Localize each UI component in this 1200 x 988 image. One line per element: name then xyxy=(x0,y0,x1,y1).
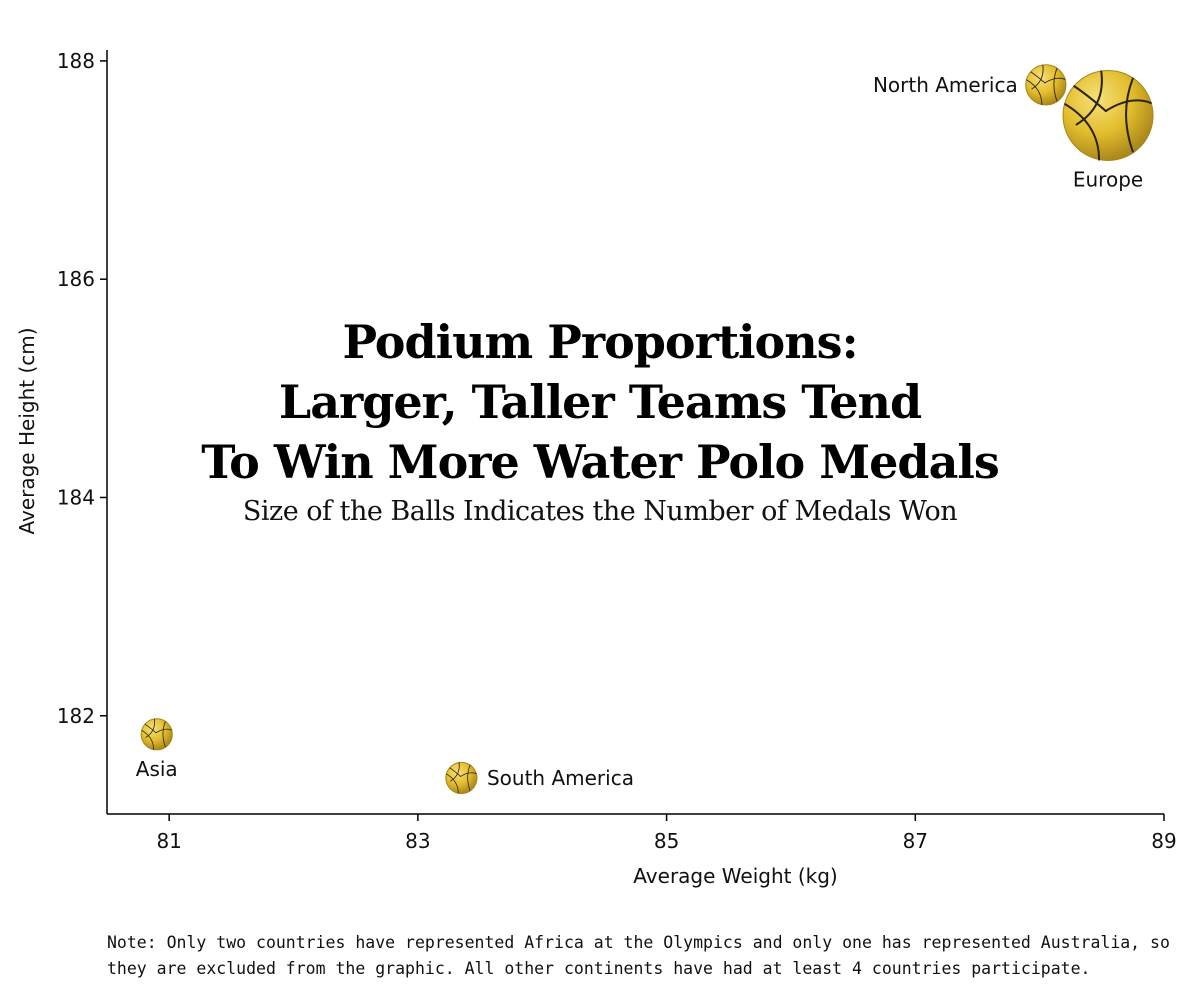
x-tick-label: 89 xyxy=(1151,829,1176,853)
point-europe: Europe xyxy=(1062,69,1154,191)
ball-seam xyxy=(446,773,459,794)
x-tick-label: 81 xyxy=(156,829,181,853)
scatter-plot: 81 83 85 87 89 182 184 186 188 Average Weight (kg… xyxy=(15,49,1177,888)
point-label: South America xyxy=(487,766,634,790)
chart-title: Podium Proportions: Larger, Taller Teams… xyxy=(201,315,1000,527)
water-polo-ball-icon xyxy=(1062,69,1154,161)
y-tick-label: 184 xyxy=(57,485,95,509)
ball-seam xyxy=(145,718,156,738)
water-polo-ball-icon xyxy=(1025,64,1067,106)
ball-seam xyxy=(1031,64,1044,90)
ball-seam xyxy=(1026,79,1043,106)
point-label: Asia xyxy=(136,757,178,781)
chart-subtitle: Size of the Balls Indicates the Number o… xyxy=(243,496,957,527)
ball-seam xyxy=(450,762,460,782)
ball-seam xyxy=(144,723,157,734)
ball-seam xyxy=(1030,71,1046,84)
water-polo-ball-icon xyxy=(140,718,173,751)
point-label: Europe xyxy=(1073,167,1143,191)
ball-seam xyxy=(141,730,155,751)
axes: 81 83 85 87 89 182 184 186 188 Average Weight (kg… xyxy=(15,49,1177,888)
y-tick-label: 186 xyxy=(57,267,95,291)
ball-seam xyxy=(1064,103,1101,161)
x-tick-label: 85 xyxy=(654,829,679,853)
ball-seam xyxy=(1075,70,1103,126)
ball-seam xyxy=(1073,85,1107,112)
x-axis-label: Average Weight (kg) xyxy=(633,864,837,888)
ball-seam xyxy=(155,728,172,734)
y-axis-label: Average Height (cm) xyxy=(15,327,39,534)
ball-seam xyxy=(162,721,166,748)
ball-seam xyxy=(1044,77,1066,84)
title-line-1: Podium Proportions: xyxy=(342,315,857,369)
point-label: North America xyxy=(873,73,1018,97)
ball-seam xyxy=(460,772,477,777)
title-line-3: To Win More Water Polo Medals xyxy=(201,435,999,489)
y-tick-label: 182 xyxy=(57,704,95,728)
data-points: Europe North America Asia South America xyxy=(136,64,1154,795)
point-asia: Asia xyxy=(136,718,178,781)
ball-seam xyxy=(1104,99,1152,112)
water-polo-ball-icon xyxy=(445,761,478,795)
point-north-america: North America xyxy=(873,64,1067,106)
y-tick-label: 188 xyxy=(57,49,95,73)
ball-seam xyxy=(1125,77,1134,153)
title-line-2: Larger, Taller Teams Tend xyxy=(279,375,922,429)
ball-seam xyxy=(1053,67,1058,102)
x-tick-label: 87 xyxy=(903,829,928,853)
ball-seam xyxy=(467,764,471,791)
x-tick-label: 83 xyxy=(405,829,430,853)
footnote: Note: Only two countries have represente… xyxy=(107,933,1170,978)
point-south-america: South America xyxy=(445,761,634,795)
ball-seam xyxy=(449,767,462,777)
